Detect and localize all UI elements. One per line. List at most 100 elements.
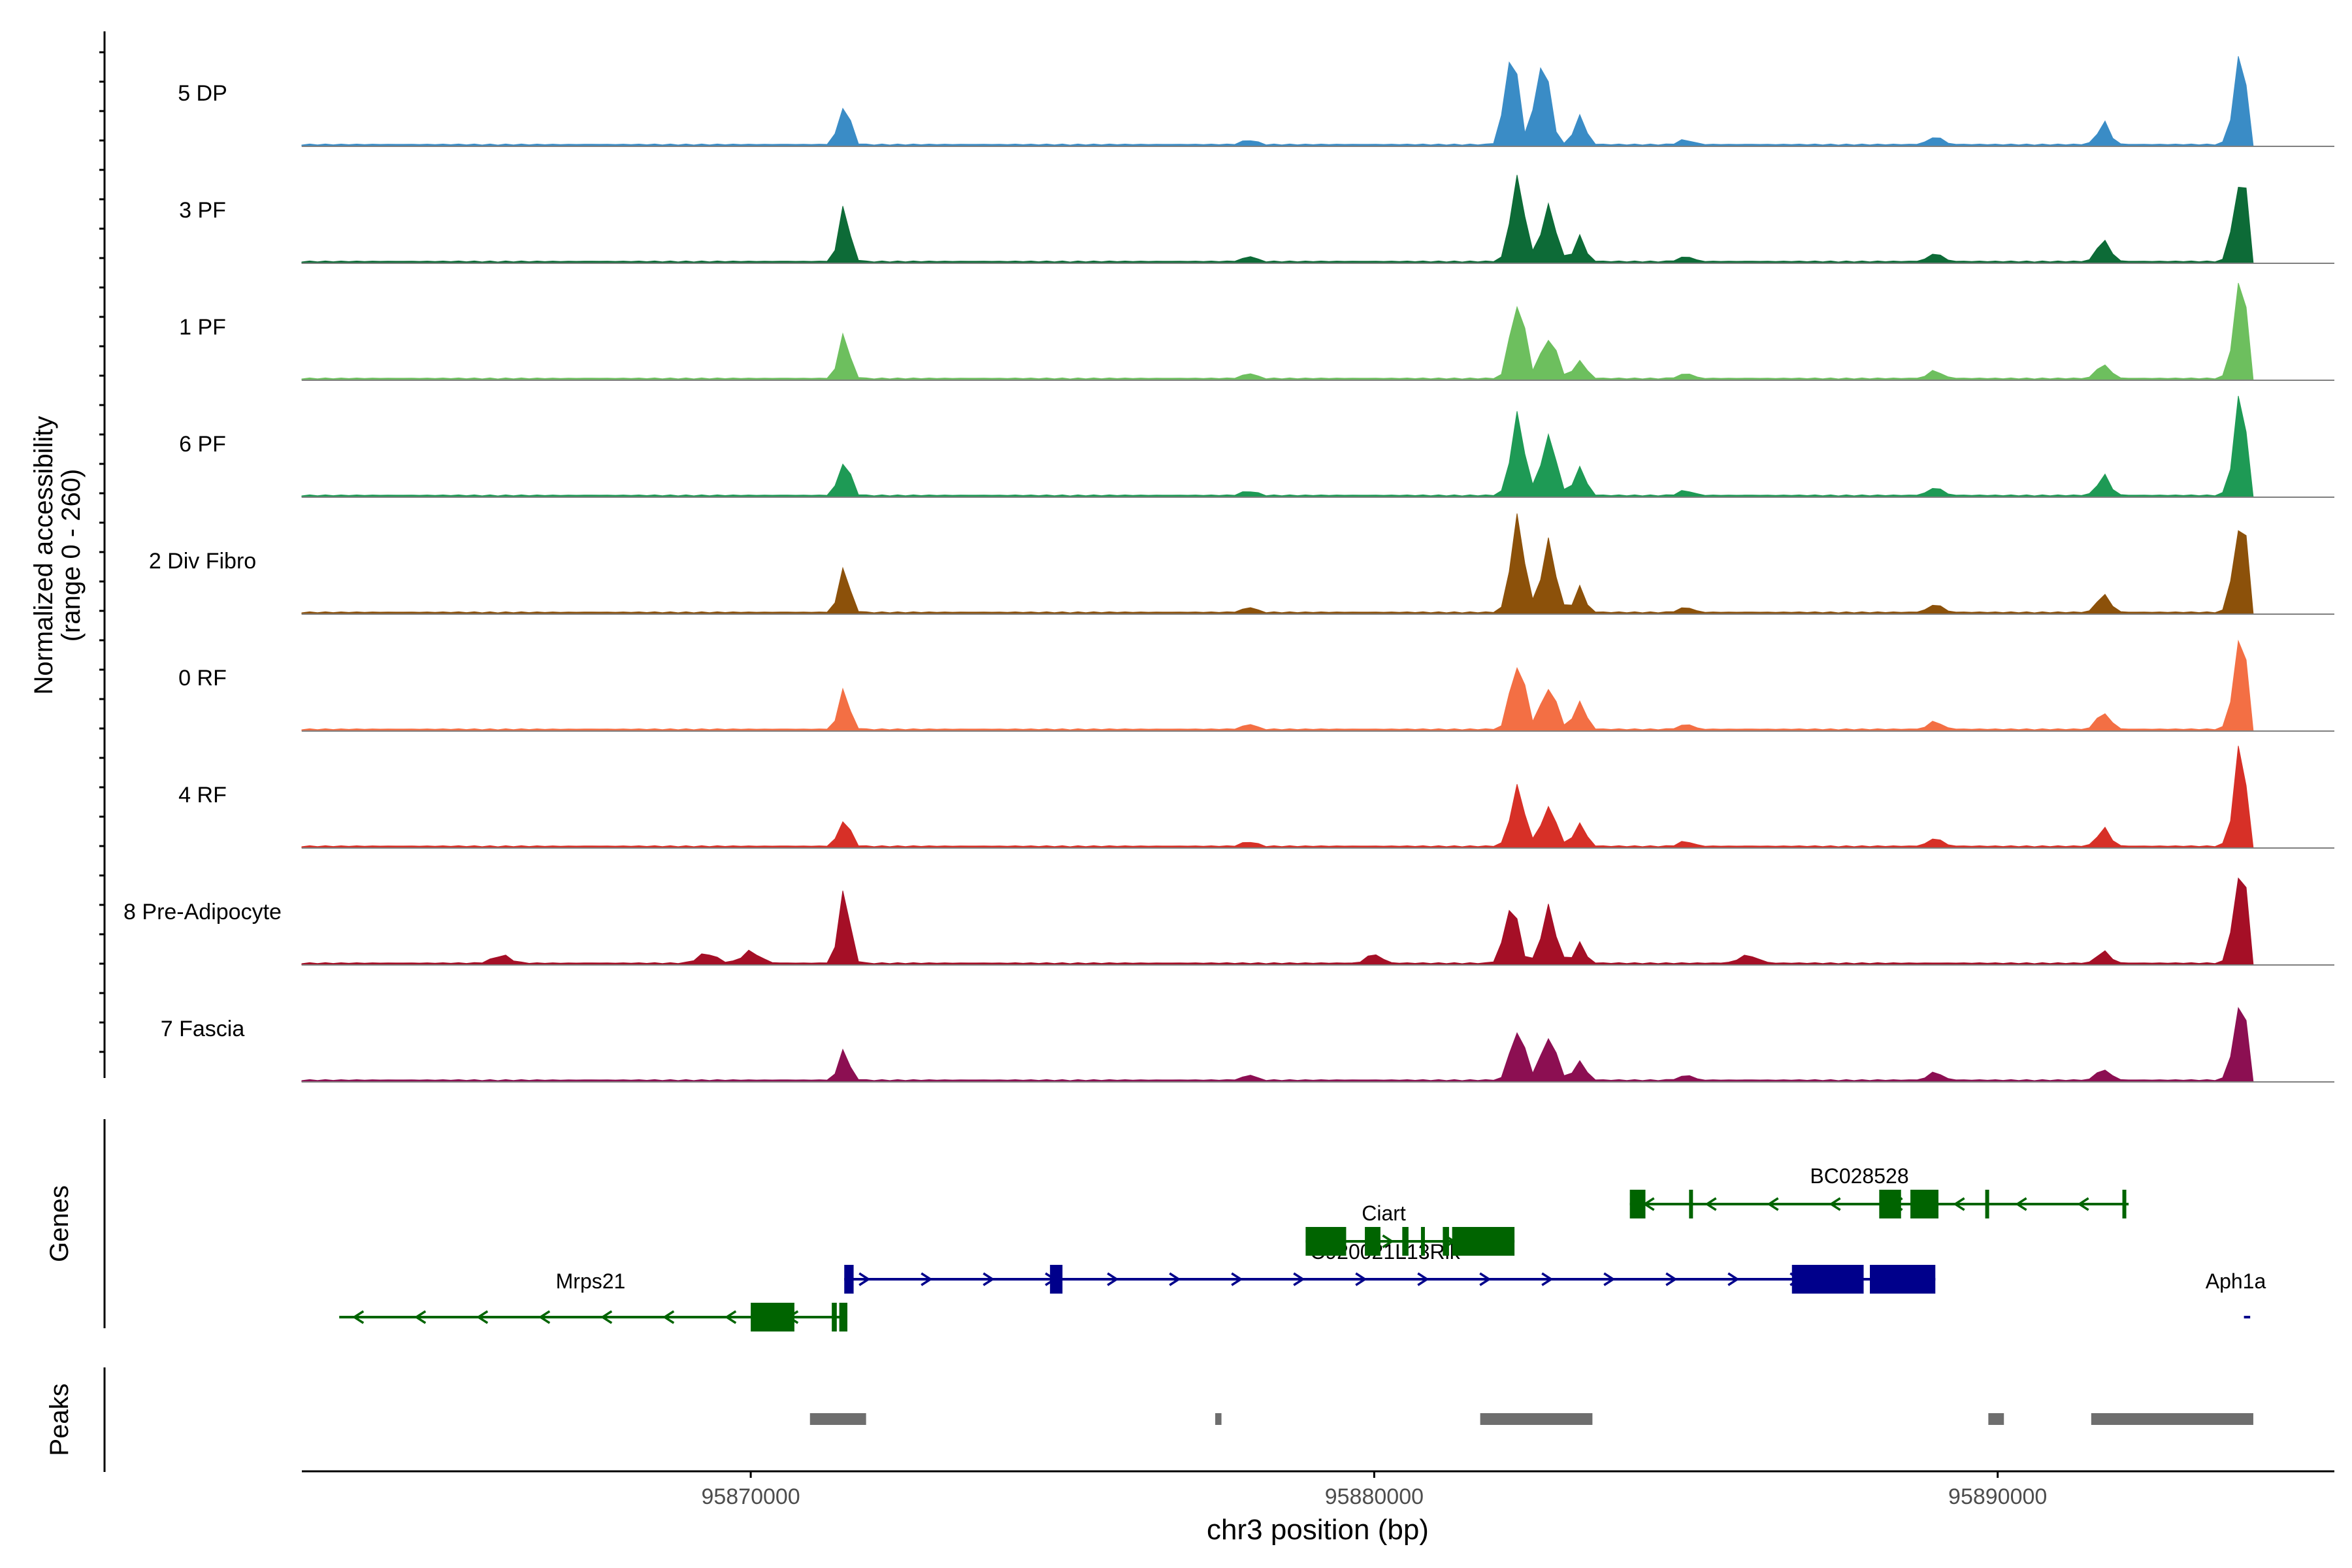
- gene-ciart: Ciart: [1305, 1201, 1515, 1256]
- peaks-panel: Peaks: [45, 1367, 2253, 1472]
- exon: [839, 1303, 848, 1331]
- peak-region: [1988, 1413, 2004, 1425]
- exon: [844, 1265, 854, 1294]
- exon: [1879, 1190, 1901, 1218]
- accessibility-tracks-panel: 5 DP 3 PF 1 PF 6 PF 2 Div Fibro 0 RF 4 RF 8 Pre…: [29, 31, 2334, 1083]
- strand-arrow: [476, 1310, 489, 1324]
- x-axis-tick-label: 95870000: [701, 1484, 800, 1509]
- x-axis-ticks: 95870000 95880000 95890000: [701, 1471, 2047, 1509]
- coverage-area: [301, 395, 2254, 498]
- track-label: 3 PF: [179, 198, 226, 223]
- peak-regions: [809, 1413, 2253, 1425]
- coverage-area: [301, 174, 2254, 264]
- x-axis: 95870000 95880000 95890000 chr3 position (…: [302, 1470, 2334, 1546]
- strand-arrow: [1355, 1272, 1367, 1286]
- strand-arrow: [921, 1272, 933, 1286]
- exon: [1443, 1227, 1449, 1256]
- gene-label: Mrps21: [556, 1269, 626, 1293]
- gene-annotations: Mrps21 C920021L13Rik Ciart BC028528 Aph1a: [339, 1164, 2266, 1331]
- strand-arrow: [538, 1310, 551, 1324]
- coverage-area: [301, 639, 2254, 732]
- exon: [1452, 1227, 1515, 1256]
- track-label: 4 RF: [178, 783, 227, 808]
- y-axis-label-line2: (range 0 - 260): [57, 469, 86, 642]
- peak-region: [1480, 1413, 1593, 1425]
- x-axis-label: chr3 position (bp): [1207, 1514, 1429, 1546]
- peak-region: [2091, 1413, 2253, 1425]
- coverage-area: [301, 877, 2254, 966]
- strand-arrow: [1417, 1272, 1429, 1286]
- track-label: 7 Fascia: [161, 1017, 245, 1041]
- tracks-y-axis-ticks: [99, 51, 105, 1053]
- strand-arrow: [1169, 1272, 1181, 1286]
- track-1-pf: 1 PF: [179, 283, 2334, 381]
- exon: [2122, 1190, 2127, 1218]
- gene-mrps21: Mrps21: [339, 1269, 848, 1331]
- x-axis-tick-label: 95880000: [1325, 1484, 1424, 1509]
- exon: [1629, 1190, 1646, 1218]
- strand-arrow: [2077, 1197, 2089, 1211]
- strand-arrow: [352, 1310, 365, 1324]
- track-label: 1 PF: [179, 315, 226, 340]
- coverage-area: [301, 745, 2254, 849]
- exon: [1050, 1265, 1063, 1294]
- peak-region: [1215, 1413, 1222, 1425]
- strand-arrow: [2015, 1197, 2027, 1211]
- exon: [1365, 1227, 1380, 1256]
- track-7-fascia: 7 Fascia: [161, 1007, 2334, 1083]
- coverage-area: [301, 513, 2254, 615]
- exon: [1689, 1190, 1693, 1218]
- track-3-pf: 3 PF: [179, 174, 2334, 264]
- strand-arrow: [1829, 1197, 1841, 1211]
- strand-arrow: [1541, 1272, 1554, 1286]
- y-axis-label-line1: Normalized accessibility: [29, 416, 58, 695]
- strand-arrow: [1727, 1272, 1740, 1286]
- x-axis-tick-label: 95890000: [1948, 1484, 2047, 1509]
- exon: [1910, 1190, 1939, 1218]
- strand-arrow: [983, 1272, 995, 1286]
- track-4-rf: 4 RF: [178, 745, 2334, 849]
- gene-label: Ciart: [1362, 1201, 1406, 1225]
- strand-arrow: [1665, 1272, 1678, 1286]
- strand-arrow: [1231, 1272, 1243, 1286]
- strand-arrow: [1382, 1234, 1394, 1249]
- strand-arrow: [1953, 1197, 1965, 1211]
- exon: [1870, 1265, 1936, 1294]
- gene-bc028528: BC028528: [1629, 1164, 2129, 1218]
- strand-arrow: [1603, 1272, 1616, 1286]
- coverage-tracks: 5 DP 3 PF 1 PF 6 PF 2 Div Fibro 0 RF 4 RF 8 Pre…: [123, 56, 2334, 1083]
- strand-arrow: [600, 1310, 613, 1324]
- exon: [1305, 1227, 1347, 1256]
- coverage-area: [301, 1007, 2254, 1083]
- gene-label: BC028528: [1810, 1164, 1908, 1188]
- exon: [1402, 1227, 1409, 1256]
- track-6-pf: 6 PF: [179, 395, 2334, 498]
- track-5-dp: 5 DP: [178, 56, 2334, 147]
- peaks-panel-label: Peaks: [45, 1383, 74, 1456]
- strand-arrow: [1107, 1272, 1119, 1286]
- genes-panel-label: Genes: [45, 1185, 74, 1262]
- exon: [1791, 1265, 1864, 1294]
- exon: [1985, 1190, 1989, 1218]
- gene-label: Aph1a: [2206, 1269, 2266, 1293]
- track-2-div-fibro: 2 Div Fibro: [149, 513, 2334, 615]
- strand-arrow: [725, 1310, 737, 1324]
- peak-region: [809, 1413, 866, 1425]
- track-8-pre-adipocyte: 8 Pre-Adipocyte: [123, 877, 2334, 966]
- strand-arrow: [662, 1310, 675, 1324]
- exon: [832, 1303, 837, 1331]
- track-label: 8 Pre-Adipocyte: [123, 900, 282, 924]
- gene-aph1a: Aph1a: [2206, 1269, 2266, 1318]
- coverage-area: [301, 56, 2254, 147]
- gene-c920021l13rik: C920021L13Rik: [844, 1240, 1936, 1294]
- strand-arrow: [858, 1272, 871, 1286]
- genes-panel: Genes Mrps21 C920021L13Rik Ciart BC028528 Ap…: [45, 1119, 2266, 1331]
- track-0-rf: 0 RF: [178, 639, 2334, 732]
- exon: [1420, 1227, 1425, 1256]
- track-label: 6 PF: [179, 432, 226, 457]
- strand-arrow: [1293, 1272, 1305, 1286]
- track-label: 0 RF: [178, 666, 227, 691]
- coverage-area: [301, 283, 2254, 381]
- strand-arrow: [1705, 1197, 1717, 1211]
